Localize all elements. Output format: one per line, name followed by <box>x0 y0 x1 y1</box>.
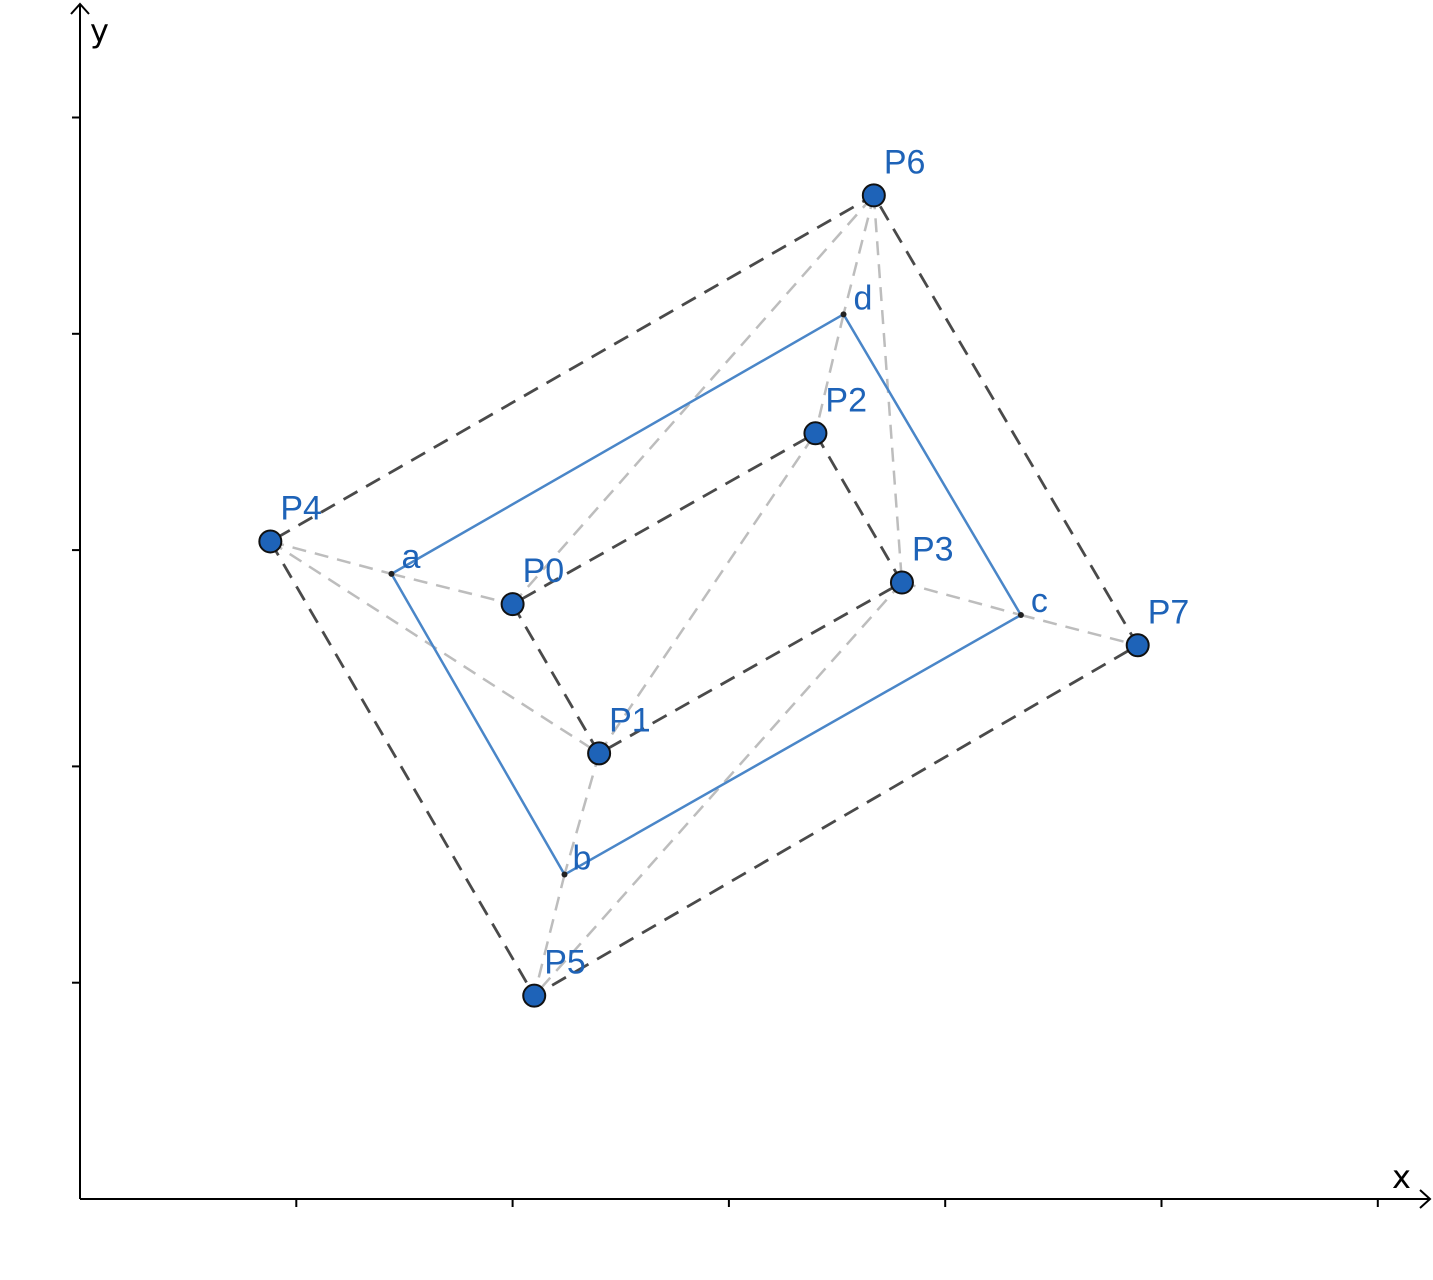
point-p0[interactable] <box>500 592 525 617</box>
label-p4: P4 <box>280 489 322 527</box>
point-c[interactable] <box>1017 611 1024 618</box>
label-p6: P6 <box>884 143 926 181</box>
dark-dashed-rectangles <box>268 193 1140 998</box>
point-p6[interactable] <box>861 183 886 208</box>
label-a: a <box>401 538 420 576</box>
axes: x y <box>70 2 1432 1209</box>
point-p2[interactable] <box>803 421 828 446</box>
label-c: c <box>1031 582 1048 620</box>
point-p7[interactable] <box>1125 633 1150 658</box>
y-axis-arrow <box>70 2 90 15</box>
segment-p1-b <box>563 753 601 875</box>
point-p3[interactable] <box>889 570 914 595</box>
label-d: d <box>854 279 873 317</box>
point-p4[interactable] <box>258 529 283 554</box>
constructed-points: a b c d <box>388 279 1048 878</box>
point-d[interactable] <box>840 311 847 318</box>
segment-p4-a <box>270 540 392 576</box>
segment-p1-p2 <box>598 432 817 755</box>
segment-c-p7 <box>1020 613 1139 647</box>
x-axis-label: x <box>1392 1158 1411 1196</box>
label-p3: P3 <box>912 531 954 569</box>
segment-a-p0 <box>391 572 513 606</box>
label-p5: P5 <box>544 944 586 982</box>
segment-p3-p5 <box>533 581 903 997</box>
point-b[interactable] <box>561 871 568 878</box>
x-axis-arrow <box>1419 1189 1432 1209</box>
light-dashed-construction-lines <box>269 194 1139 997</box>
label-p7: P7 <box>1148 593 1190 631</box>
point-a[interactable] <box>388 570 395 577</box>
segment-p6-d <box>842 195 876 315</box>
y-axis-label: y <box>90 12 109 50</box>
free-points: P0 P1 P2 P3 P4 P5 P6 P7 <box>258 143 1190 1008</box>
segment-b-p5 <box>533 874 566 996</box>
label-p1: P1 <box>609 701 651 739</box>
axis-ticks <box>72 116 1379 1207</box>
label-b: b <box>573 840 592 878</box>
segment-d-p2 <box>814 314 845 434</box>
label-p0: P0 <box>523 552 565 590</box>
segment-p3-c <box>901 581 1022 617</box>
outer-dashed-rectangle <box>268 193 1140 998</box>
point-p5[interactable] <box>522 983 547 1008</box>
point-p1[interactable] <box>587 741 612 766</box>
label-p2: P2 <box>825 381 867 419</box>
